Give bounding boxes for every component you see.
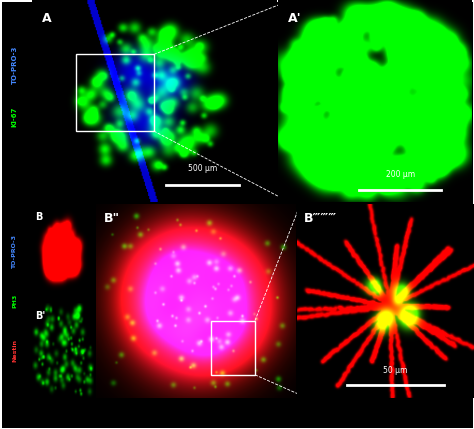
Text: B': B' xyxy=(36,311,46,321)
Text: 500 μm: 500 μm xyxy=(188,164,217,173)
Text: 18 DIV: 18 DIV xyxy=(214,8,260,21)
Text: A': A' xyxy=(288,12,301,25)
Text: 50 μm: 50 μm xyxy=(383,366,408,375)
Bar xyxy=(76,54,154,131)
Text: KI-67: KI-67 xyxy=(12,107,18,127)
Text: TO-PRO-3: TO-PRO-3 xyxy=(12,45,18,84)
Text: PH3: PH3 xyxy=(12,294,17,308)
Text: B": B" xyxy=(104,212,120,225)
Text: 200 μm: 200 μm xyxy=(385,170,415,179)
Text: Nestin: Nestin xyxy=(12,339,17,362)
Text: TO-PRO-3: TO-PRO-3 xyxy=(12,235,17,269)
Text: B‴‴‴: B‴‴‴ xyxy=(304,212,337,225)
Bar xyxy=(211,320,255,375)
Text: A: A xyxy=(42,12,51,25)
Text: B: B xyxy=(36,212,43,222)
